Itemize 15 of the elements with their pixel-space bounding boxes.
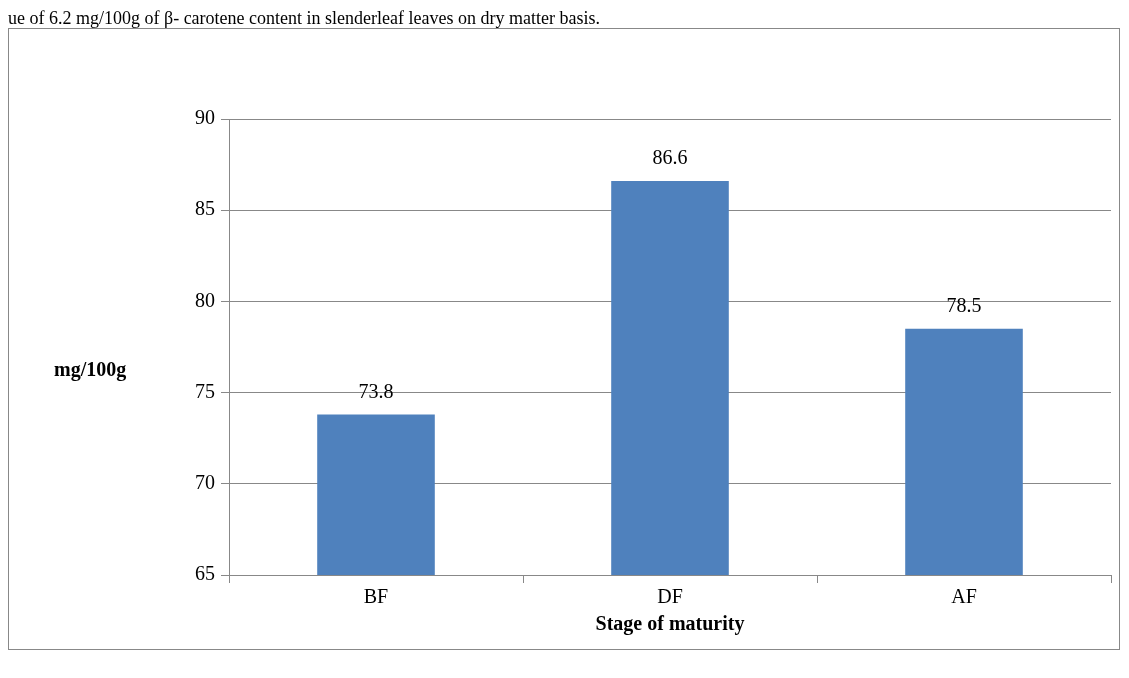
y-axis-title: mg/100g — [54, 358, 127, 382]
x-axis-title: Stage of maturity — [595, 612, 745, 636]
data-label: 73.8 — [358, 379, 394, 402]
y-tick-label: 75 — [195, 379, 215, 402]
x-tick-label: DF — [657, 585, 683, 608]
data-label: 78.5 — [946, 294, 982, 317]
data-label: 86.6 — [652, 146, 688, 169]
y-tick-label: 65 — [195, 562, 215, 585]
text: ue of 6.2 mg/100g of β- carotene content in slenderleaf leaves on dry matter basis. — [8, 8, 601, 28]
x-tick-label: AF — [951, 585, 977, 608]
y-tick-label: 85 — [195, 197, 215, 220]
y-tick-label: 90 — [195, 106, 215, 129]
y-tick-label: 80 — [195, 288, 215, 311]
y-tick-label: 70 — [195, 471, 215, 494]
x-tick-label: BF — [363, 585, 389, 608]
